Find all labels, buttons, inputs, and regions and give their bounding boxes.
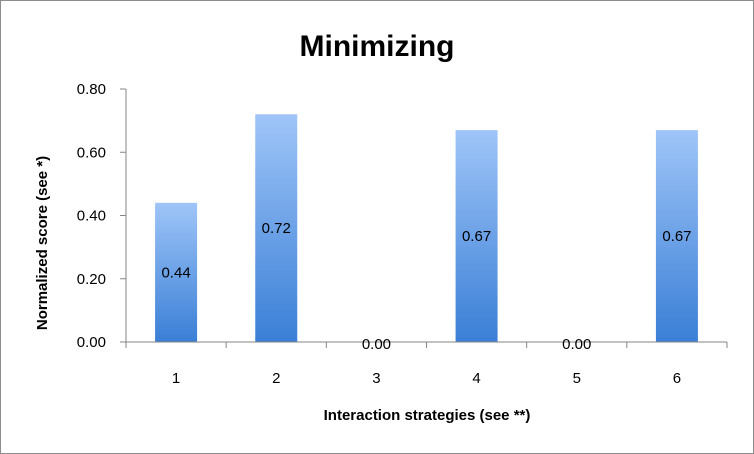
data-label-6: 0.67 [662, 228, 691, 245]
bar-2 [255, 114, 298, 342]
x-tick-label-1: 1 [172, 370, 180, 387]
bar-4 [455, 130, 498, 342]
x-axis-title: Interaction strategies (see **) [324, 407, 531, 424]
x-tick-label-6: 6 [673, 370, 681, 387]
y-tick-label-1: 0.20 [77, 271, 106, 288]
x-tick-label-5: 5 [573, 370, 581, 387]
data-label-4: 0.67 [462, 228, 491, 245]
x-tick-label-4: 4 [472, 370, 480, 387]
data-label-3: 0.00 [362, 336, 391, 353]
x-tick-label-2: 2 [272, 370, 280, 387]
bar-1 [155, 202, 198, 342]
y-tick-label-2: 0.40 [77, 208, 106, 225]
data-label-2: 0.72 [262, 220, 291, 237]
y-axis-title: Normalized score (see *) [34, 156, 51, 330]
y-tick-label-4: 0.80 [77, 81, 106, 98]
labels-layer: 0.44 0.72 0.00 0.67 0.00 0.67 0.00 0.20 0.40 0.60… [77, 81, 692, 387]
y-tick-label-0: 0.00 [77, 334, 106, 351]
bars-layer [155, 114, 698, 342]
chart-title: Minimizing [300, 30, 455, 63]
x-tick-label-3: 3 [372, 370, 380, 387]
bar-6 [655, 130, 698, 342]
axes-layer [120, 88, 728, 348]
data-label-1: 0.44 [161, 264, 190, 281]
y-tick-label-3: 0.60 [77, 144, 106, 161]
data-label-5: 0.00 [562, 336, 591, 353]
